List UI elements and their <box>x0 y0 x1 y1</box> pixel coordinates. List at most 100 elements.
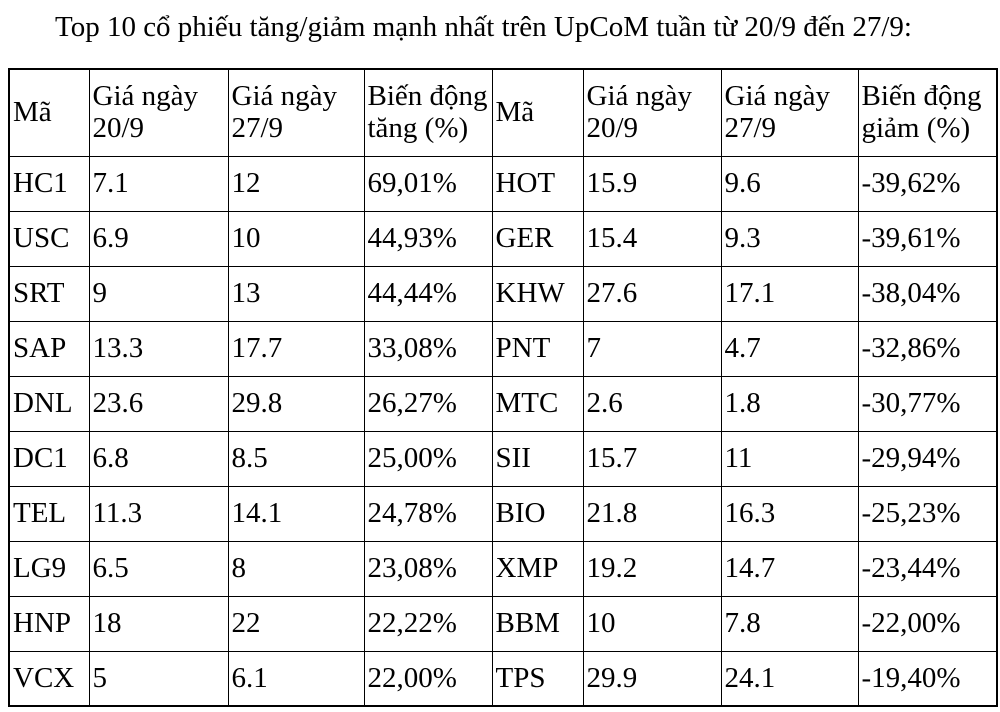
table-cell: 22,00% <box>363 650 493 707</box>
table-cell: 15.7 <box>582 430 722 487</box>
stock-code-cell: PNT <box>491 320 584 377</box>
table-cell: -39,61% <box>857 210 998 267</box>
table-cell: 15.9 <box>582 155 722 212</box>
stock-code-cell: DC1 <box>8 430 90 487</box>
stock-code-cell: HOT <box>491 155 584 212</box>
table-cell: 17.1 <box>720 265 859 322</box>
table-row: USC 6.9 10 44,93% GER 15.4 9.3 -39,61% <box>8 210 998 267</box>
header-cell-price-20-9-gainers: Giá ngày 20/9 <box>88 68 229 157</box>
stock-code-cell: GER <box>491 210 584 267</box>
table-cell: 44,93% <box>363 210 493 267</box>
stock-code-cell: HC1 <box>8 155 90 212</box>
table-cell: 7.1 <box>88 155 229 212</box>
table-cell: 8 <box>227 540 365 597</box>
stock-code-cell: LG9 <box>8 540 90 597</box>
stock-code-cell: BBM <box>491 595 584 652</box>
table-cell: 22,22% <box>363 595 493 652</box>
table-row: HC1 7.1 12 69,01% HOT 15.9 9.6 -39,62% <box>8 155 998 212</box>
table-cell: 14.7 <box>720 540 859 597</box>
table-row: SRT 9 13 44,44% KHW 27.6 17.1 -38,04% <box>8 265 998 322</box>
table-cell: 7 <box>582 320 722 377</box>
table-cell: 10 <box>227 210 365 267</box>
table-cell: 22 <box>227 595 365 652</box>
table-row: DC1 6.8 8.5 25,00% SII 15.7 11 -29,94% <box>8 430 998 487</box>
table-cell: -25,23% <box>857 485 998 542</box>
stock-code-cell: USC <box>8 210 90 267</box>
header-cell-price-27-9-losers: Giá ngày 27/9 <box>720 68 859 157</box>
table-cell: 27.6 <box>582 265 722 322</box>
stock-code-cell: XMP <box>491 540 584 597</box>
header-cell-price-20-9-losers: Giá ngày 20/9 <box>582 68 722 157</box>
table-cell: 25,00% <box>363 430 493 487</box>
table-cell: 24,78% <box>363 485 493 542</box>
table-cell: 7.8 <box>720 595 859 652</box>
stock-code-cell: MTC <box>491 375 584 432</box>
table-cell: 18 <box>88 595 229 652</box>
table-cell: 6.9 <box>88 210 229 267</box>
table-cell: 9.6 <box>720 155 859 212</box>
table-cell: 9 <box>88 265 229 322</box>
table-cell: 33,08% <box>363 320 493 377</box>
stock-code-cell: SRT <box>8 265 90 322</box>
table-row: DNL 23.6 29.8 26,27% MTC 2.6 1.8 -30,77% <box>8 375 998 432</box>
table-cell: 23,08% <box>363 540 493 597</box>
table-cell: -19,40% <box>857 650 998 707</box>
table-row: SAP 13.3 17.7 33,08% PNT 7 4.7 -32,86% <box>8 320 998 377</box>
table-cell: 24.1 <box>720 650 859 707</box>
table-cell: -29,94% <box>857 430 998 487</box>
table-cell: 6.5 <box>88 540 229 597</box>
table-cell: 29.8 <box>227 375 365 432</box>
table-row: LG9 6.5 8 23,08% XMP 19.2 14.7 -23,44% <box>8 540 998 597</box>
stock-code-cell: TEL <box>8 485 90 542</box>
table-cell: 13 <box>227 265 365 322</box>
stock-code-cell: SII <box>491 430 584 487</box>
table-row: HNP 18 22 22,22% BBM 10 7.8 -22,00% <box>8 595 998 652</box>
table-cell: 10 <box>582 595 722 652</box>
table-cell: 13.3 <box>88 320 229 377</box>
header-row: Mã Giá ngày 20/9 Giá ngày 27/9 Biến động… <box>8 68 998 157</box>
table-cell: 11 <box>720 430 859 487</box>
table-cell: 16.3 <box>720 485 859 542</box>
table-cell: 1.8 <box>720 375 859 432</box>
table-row: VCX 5 6.1 22,00% TPS 29.9 24.1 -19,40% <box>8 650 998 707</box>
table-cell: 69,01% <box>363 155 493 212</box>
stock-code-cell: VCX <box>8 650 90 707</box>
header-cell-change-up: Biến động tăng (%) <box>363 68 493 157</box>
page-title: Top 10 cổ phiếu tăng/giảm mạnh nhất trên… <box>55 11 912 43</box>
table-cell: 9.3 <box>720 210 859 267</box>
table-cell: 17.7 <box>227 320 365 377</box>
table-cell: -23,44% <box>857 540 998 597</box>
header-cell-code-gainers: Mã <box>8 68 90 157</box>
table-cell: 5 <box>88 650 229 707</box>
table-cell: 12 <box>227 155 365 212</box>
table-cell: -32,86% <box>857 320 998 377</box>
table-cell: 11.3 <box>88 485 229 542</box>
stock-table: Mã Giá ngày 20/9 Giá ngày 27/9 Biến động… <box>8 68 998 707</box>
header-cell-price-27-9-gainers: Giá ngày 27/9 <box>227 68 365 157</box>
table-cell: 26,27% <box>363 375 493 432</box>
table-row: TEL 11.3 14.1 24,78% BIO 21.8 16.3 -25,2… <box>8 485 998 542</box>
table-cell: 23.6 <box>88 375 229 432</box>
stock-code-cell: BIO <box>491 485 584 542</box>
stock-code-cell: KHW <box>491 265 584 322</box>
header-cell-change-down: Biến động giảm (%) <box>857 68 998 157</box>
table-cell: 15.4 <box>582 210 722 267</box>
table-cell: 6.8 <box>88 430 229 487</box>
table-cell: -22,00% <box>857 595 998 652</box>
table-cell: -30,77% <box>857 375 998 432</box>
table-cell: 21.8 <box>582 485 722 542</box>
table-cell: 2.6 <box>582 375 722 432</box>
table-cell: 14.1 <box>227 485 365 542</box>
table-cell: -38,04% <box>857 265 998 322</box>
stock-code-cell: SAP <box>8 320 90 377</box>
table-cell: 4.7 <box>720 320 859 377</box>
stock-code-cell: HNP <box>8 595 90 652</box>
table-cell: 29.9 <box>582 650 722 707</box>
header-cell-code-losers: Mã <box>491 68 584 157</box>
table-cell: 44,44% <box>363 265 493 322</box>
stock-code-cell: TPS <box>491 650 584 707</box>
stock-code-cell: DNL <box>8 375 90 432</box>
table-cell: 8.5 <box>227 430 365 487</box>
table-cell: -39,62% <box>857 155 998 212</box>
table-cell: 6.1 <box>227 650 365 707</box>
